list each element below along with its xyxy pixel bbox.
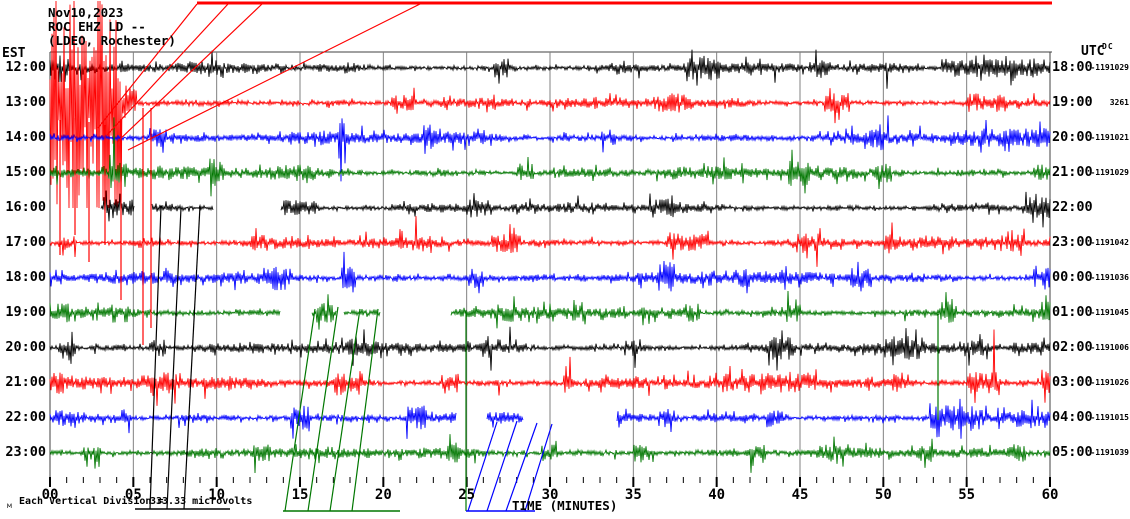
trace-1900: [49, 290, 1051, 330]
seismic-traces: [49, 0, 1051, 474]
trace-1500: [49, 117, 1051, 197]
red-clip-diagonal-3: [116, 3, 263, 143]
red-clip-diagonal-4: [127, 3, 421, 151]
green-glitch-diagonal-3: [329, 308, 361, 512]
utc-hour-label: 21:00: [1052, 164, 1093, 180]
dc-offset-value: 3261: [1109, 98, 1129, 107]
black-glitch-line-2: [166, 207, 182, 510]
green-glitch-diagonal-1: [284, 308, 316, 512]
dc-offset-header: DC: [1102, 42, 1114, 51]
x-tick-label: 45: [791, 487, 809, 503]
est-hour-label: 15:00: [5, 164, 46, 180]
utc-hour-label: 20:00: [1052, 129, 1093, 145]
dc-offset-value: -1191029: [1090, 168, 1129, 177]
utc-hour-label: 18:00: [1052, 59, 1093, 75]
dc-offset-value: -1191029: [1090, 63, 1129, 72]
x-tick-label: 20: [374, 487, 392, 503]
x-tick-label: 55: [958, 487, 976, 503]
utc-hour-label: 04:00: [1052, 409, 1093, 425]
utc-hour-label: 03:00: [1052, 374, 1093, 390]
utc-hour-label: 01:00: [1052, 304, 1093, 320]
est-hour-label: 14:00: [5, 129, 46, 145]
est-hour-label: 23:00: [5, 444, 46, 460]
utc-hour-label: 02:00: [1052, 339, 1093, 355]
x-tick-label: 10: [208, 487, 226, 503]
trace-1200: [49, 49, 1051, 89]
red-clip-diagonal-2: [106, 3, 229, 136]
scale-note-value: 333.33 microvolts: [150, 496, 253, 507]
trace-2200: [49, 398, 1051, 439]
utc-hour-label: 00:00: [1052, 269, 1093, 285]
x-tick-label: 35: [624, 487, 642, 503]
red-clip-diagonal-1: [97, 3, 198, 129]
est-hour-label: 21:00: [5, 374, 46, 390]
black-glitch-line-3: [183, 205, 201, 510]
blue-glitch-diagonal-1: [467, 421, 498, 512]
est-hour-label: 20:00: [5, 339, 46, 355]
x-tick-label: 50: [874, 487, 892, 503]
trace-1300: [49, 0, 1051, 209]
blue-glitch-diagonal-2: [486, 420, 518, 512]
left-timezone-label: EST: [2, 46, 26, 61]
green-glitch-diagonal-4: [351, 308, 379, 512]
trace-1600: [100, 190, 1051, 228]
dc-offset-value: -1191042: [1090, 238, 1129, 247]
scale-note-label: Each Vertical Division =: [19, 496, 164, 507]
x-tick-label: 15: [291, 487, 309, 503]
trace-2000: [49, 326, 1051, 371]
dc-offset-value: -1191026: [1090, 378, 1129, 387]
est-hour-label: 17:00: [5, 234, 46, 250]
est-hour-label: 12:00: [5, 59, 46, 75]
est-hour-label: 16:00: [5, 199, 46, 215]
trace-1700: [49, 216, 1051, 267]
axis-ticks: [49, 477, 1051, 487]
utc-hour-label: 22:00: [1052, 199, 1093, 215]
x-tick-label: 60: [1041, 487, 1059, 503]
x-tick-label: 40: [708, 487, 726, 503]
x-axis-title: TIME (MINUTES): [512, 498, 618, 513]
utc-hour-label: 19:00: [1052, 94, 1093, 110]
trace-2300: [49, 434, 1051, 474]
trace-1400: [49, 115, 1051, 182]
blue-glitch-diagonal-4: [524, 423, 553, 512]
dc-offset-value: -1191015: [1090, 413, 1129, 422]
header-network: (LDEO, Rochester): [48, 33, 176, 48]
est-hour-label: 22:00: [5, 409, 46, 425]
dc-offset-value: -1191006: [1090, 343, 1129, 352]
clip-annotation-lines: [59, 1, 1052, 512]
x-tick-label: 30: [541, 487, 559, 503]
est-hour-label: 13:00: [5, 94, 46, 110]
utc-hour-label: 23:00: [1052, 234, 1093, 250]
trace-2100: [49, 329, 1051, 406]
dc-offset-value: -1191039: [1090, 448, 1129, 457]
blue-glitch-diagonal-3: [505, 422, 538, 512]
header-date: Nov10,2023: [48, 5, 124, 20]
dc-offset-value: -1191036: [1090, 273, 1129, 282]
header-station: ROC EHZ LD --: [48, 19, 146, 34]
right-timezone-label: UTC: [1081, 44, 1105, 59]
x-tick-label: 25: [458, 487, 476, 503]
black-glitch-line-1: [149, 205, 162, 510]
dc-offset-value: -1191045: [1090, 308, 1129, 317]
x-tick-label: 05: [124, 487, 142, 503]
utc-hour-label: 05:00: [1052, 444, 1093, 460]
x-tick-label: 00: [41, 487, 59, 503]
grid-lines: [49, 51, 1052, 478]
green-glitch-diagonal-2: [307, 306, 339, 512]
watermark-glyph: м: [7, 501, 12, 510]
dc-offset-value: -1191021: [1090, 133, 1129, 142]
est-hour-label: 18:00: [5, 269, 46, 285]
trace-1800: [49, 251, 1051, 294]
est-hour-label: 19:00: [5, 304, 46, 320]
